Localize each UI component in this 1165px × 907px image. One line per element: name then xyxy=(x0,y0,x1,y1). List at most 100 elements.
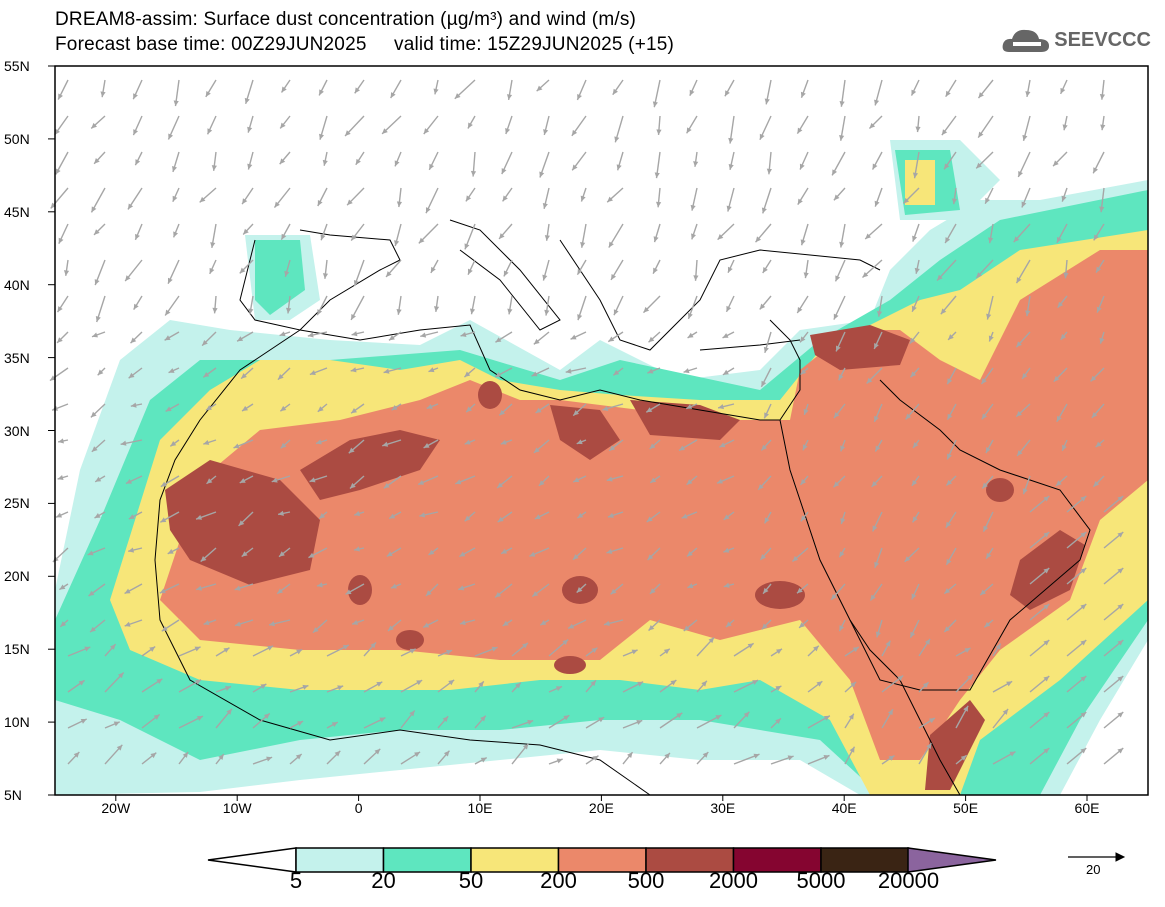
colorbar-label: 5 xyxy=(289,868,303,893)
wind-arrow xyxy=(91,439,106,453)
wind-arrow xyxy=(1057,295,1068,309)
wind-arrow xyxy=(498,403,513,416)
colorbar-swatch xyxy=(557,847,647,873)
wind-arrow xyxy=(807,680,823,693)
wind-arrow xyxy=(725,295,735,313)
wind-arrow xyxy=(307,331,328,338)
wind-arrow xyxy=(277,367,291,381)
wind-arrow xyxy=(912,439,920,449)
wind-arrow xyxy=(394,223,402,247)
wind-arrow xyxy=(576,259,587,276)
wind-arrow xyxy=(988,223,994,244)
wind-arrow xyxy=(206,475,217,485)
wind-arrow xyxy=(616,151,624,171)
wind-arrow xyxy=(733,642,755,657)
wind-arrow xyxy=(988,331,994,342)
wind-arrow xyxy=(215,647,230,657)
wind-arrow xyxy=(95,295,106,323)
wind-arrow xyxy=(141,678,163,693)
wind-arrow xyxy=(606,547,624,554)
wind-arrow xyxy=(1052,151,1068,167)
wind-arrow xyxy=(350,403,365,414)
lat-label: 10N xyxy=(4,714,30,731)
wind-arrow xyxy=(279,331,291,337)
wind-arrow xyxy=(57,79,69,100)
wind-arrow xyxy=(428,367,439,373)
wind-arrow xyxy=(905,403,920,420)
wind-arrow xyxy=(763,403,772,419)
wind-arrow xyxy=(580,187,587,202)
wind-arrow xyxy=(247,151,254,170)
wind-arrow xyxy=(1099,187,1105,213)
colorbar-label: 20000 xyxy=(877,868,940,893)
wind-arrow xyxy=(936,259,957,282)
wind-arrow xyxy=(807,645,820,657)
wind-arrow xyxy=(799,151,809,170)
wind-arrow xyxy=(173,79,180,107)
wind-arrow xyxy=(396,187,403,208)
wind-arrow xyxy=(383,367,402,374)
wind-arrow xyxy=(495,331,513,343)
lon-label: 60E xyxy=(1074,800,1100,816)
wind-arrow xyxy=(1015,403,1031,418)
wind-arrow xyxy=(433,79,439,95)
wind-arrow xyxy=(803,259,809,279)
wind-arrow xyxy=(351,619,365,625)
wind-arrow xyxy=(161,619,180,632)
wind-arrow xyxy=(649,475,661,484)
wind-arrow xyxy=(683,367,698,374)
wind-arrow xyxy=(610,259,624,281)
wind-arrow xyxy=(285,295,292,314)
wind-arrow xyxy=(215,708,233,729)
wind-arrow xyxy=(608,439,624,452)
wind-arrow xyxy=(354,79,365,94)
wind-arrow xyxy=(1103,495,1124,513)
wind-arrow xyxy=(1103,747,1124,765)
wind-arrow xyxy=(844,746,856,765)
wind-arrow xyxy=(236,331,254,342)
wind-arrow xyxy=(1029,495,1050,513)
wind-arrow xyxy=(955,647,971,657)
wind-arrow xyxy=(363,748,381,765)
wind-arrow xyxy=(279,115,291,129)
wind-arrow xyxy=(132,115,143,136)
wind-arrow xyxy=(423,115,439,135)
lon-label: 0 xyxy=(354,800,363,816)
chart-subtitle: Forecast base time: 00Z29JUN2025 valid t… xyxy=(55,34,675,55)
wind-arrow xyxy=(614,115,624,143)
wind-arrow xyxy=(1015,331,1031,348)
wind-arrow xyxy=(576,439,587,445)
wind-arrow xyxy=(93,151,106,165)
wind-arrow xyxy=(645,403,661,413)
wind-arrow xyxy=(696,636,715,657)
wind-arrow xyxy=(576,583,587,594)
wind-arrow xyxy=(319,115,328,140)
wind-arrow xyxy=(241,187,254,205)
wind-arrow xyxy=(659,752,671,765)
wind-arrow xyxy=(381,115,402,135)
wind-arrow xyxy=(755,223,772,243)
wind-arrow xyxy=(538,475,550,487)
wind-arrow xyxy=(723,547,735,553)
wind-arrow xyxy=(613,295,624,316)
wind-arrow xyxy=(67,646,91,657)
wind-arrow xyxy=(761,619,772,630)
lat-label: 30N xyxy=(4,422,30,439)
wind-arrow xyxy=(659,712,683,729)
wind-arrow xyxy=(120,439,143,446)
wind-arrow xyxy=(980,367,994,385)
wind-arrow xyxy=(312,619,328,634)
wind-arrow xyxy=(425,583,439,597)
wind-arrow xyxy=(946,439,957,460)
wind-arrow xyxy=(622,649,638,657)
wind-arrow xyxy=(911,295,920,313)
wind-arrow xyxy=(97,367,106,376)
wind-arrow xyxy=(762,583,772,595)
wind-arrow xyxy=(696,680,708,693)
wind-arrow xyxy=(1095,259,1105,273)
wind-arrow xyxy=(955,705,969,729)
wind-arrow xyxy=(1066,639,1087,657)
wind-arrow xyxy=(241,547,254,558)
wind-arrow xyxy=(1103,603,1124,621)
wind-arrow xyxy=(215,685,232,693)
